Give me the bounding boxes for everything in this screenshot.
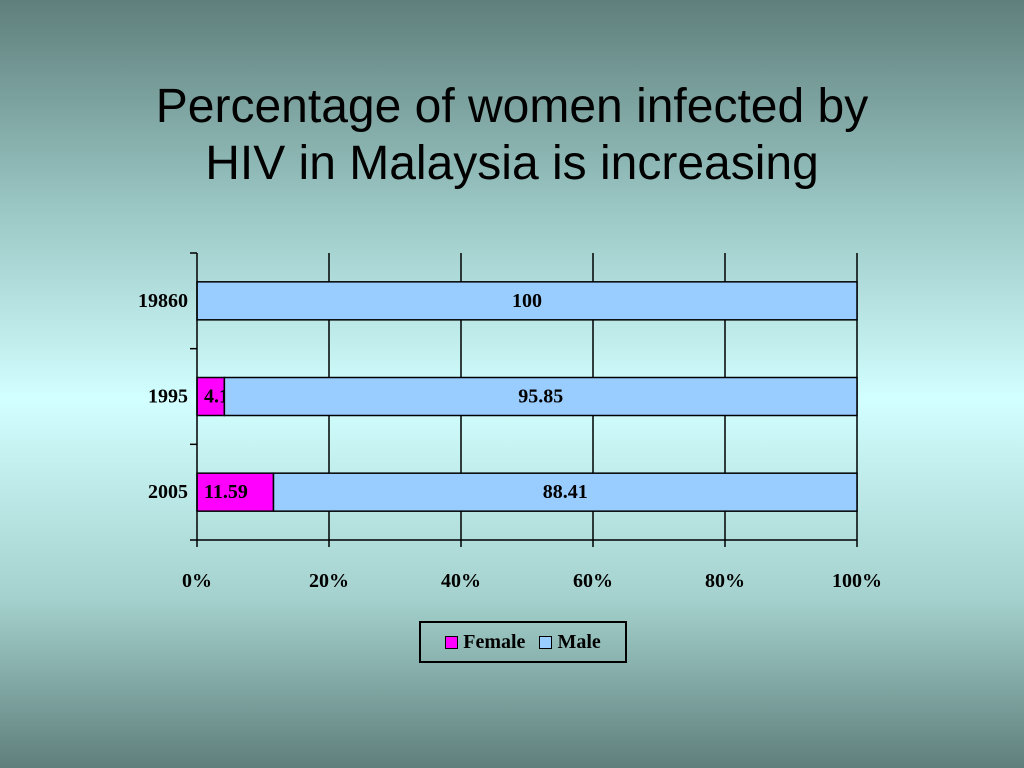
category-label: 2005: [148, 481, 188, 503]
legend-swatch-female: [445, 635, 459, 649]
title-line-1: Percentage of women infected by: [155, 80, 869, 133]
x-tick-label: 100%: [832, 570, 882, 592]
data-label-male-2005: 88.41: [543, 481, 588, 503]
bar-female-2005: [196, 472, 275, 512]
x-tick-label: 80%: [705, 570, 745, 592]
legend-label-female: Female: [463, 630, 526, 653]
legend-item-female: Female: [445, 631, 525, 654]
data-label-male-19860: 100: [512, 290, 542, 312]
legend-label-male: Male: [557, 630, 601, 653]
legend-swatch-male: [539, 635, 553, 649]
data-label-male-1995: 95.85: [518, 386, 563, 408]
chart-legend: Female Male: [419, 621, 627, 663]
legend-item-male: Male: [539, 630, 601, 654]
x-tick-label: 0%: [182, 570, 212, 592]
bar-male-2005: [272, 472, 858, 512]
x-tick-label: 40%: [441, 570, 481, 592]
bar-male-19860: [196, 281, 858, 321]
slide-title: Percentage of women infected by HIV in M…: [0, 78, 1024, 192]
data-label-female-2005: 11.59: [204, 481, 248, 503]
x-tick-label: 60%: [573, 570, 613, 592]
category-label: 1995: [148, 386, 188, 408]
bar-male-1995: [223, 376, 858, 417]
x-tick-label: 20%: [309, 570, 349, 592]
title-line-2: HIV in Malaysia is increasing: [205, 137, 819, 190]
category-label: 19860: [138, 290, 188, 312]
